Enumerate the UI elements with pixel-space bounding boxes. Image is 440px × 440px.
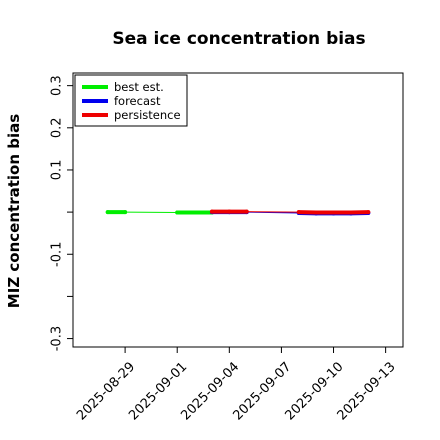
plot-area — [105, 209, 371, 216]
legend-label: persistence — [114, 108, 181, 122]
y-tick-label: -0.1 — [50, 242, 65, 267]
data-point — [192, 210, 197, 215]
plot-frame — [72, 72, 404, 348]
data-point — [227, 209, 232, 214]
series-best-est- — [105, 210, 214, 215]
data-point — [296, 210, 301, 215]
data-point — [105, 210, 110, 215]
x-axis: 2025-08-292025-09-012025-09-042025-09-07… — [74, 347, 399, 423]
data-point — [331, 210, 336, 215]
series-persistence — [209, 209, 371, 215]
y-tick-label: 0.1 — [50, 160, 65, 181]
data-point — [366, 210, 371, 215]
data-point — [348, 210, 353, 215]
data-point — [123, 210, 128, 215]
chart-title: Sea ice concentration bias — [112, 29, 365, 49]
data-point — [175, 210, 180, 215]
y-tick-label: -0.3 — [50, 326, 65, 351]
legend-label: forecast — [114, 94, 161, 108]
data-point — [314, 210, 319, 215]
y-axis: -0.3 -0.1 0.1 0.2 0.3 — [50, 75, 73, 351]
y-tick-label: 0.2 — [50, 117, 65, 138]
data-point — [209, 209, 214, 214]
y-tick-label: 0.3 — [50, 75, 65, 96]
y-axis-label: MIZ concentration bias — [5, 114, 23, 308]
legend-label: best est. — [114, 80, 164, 94]
data-point — [244, 209, 249, 214]
